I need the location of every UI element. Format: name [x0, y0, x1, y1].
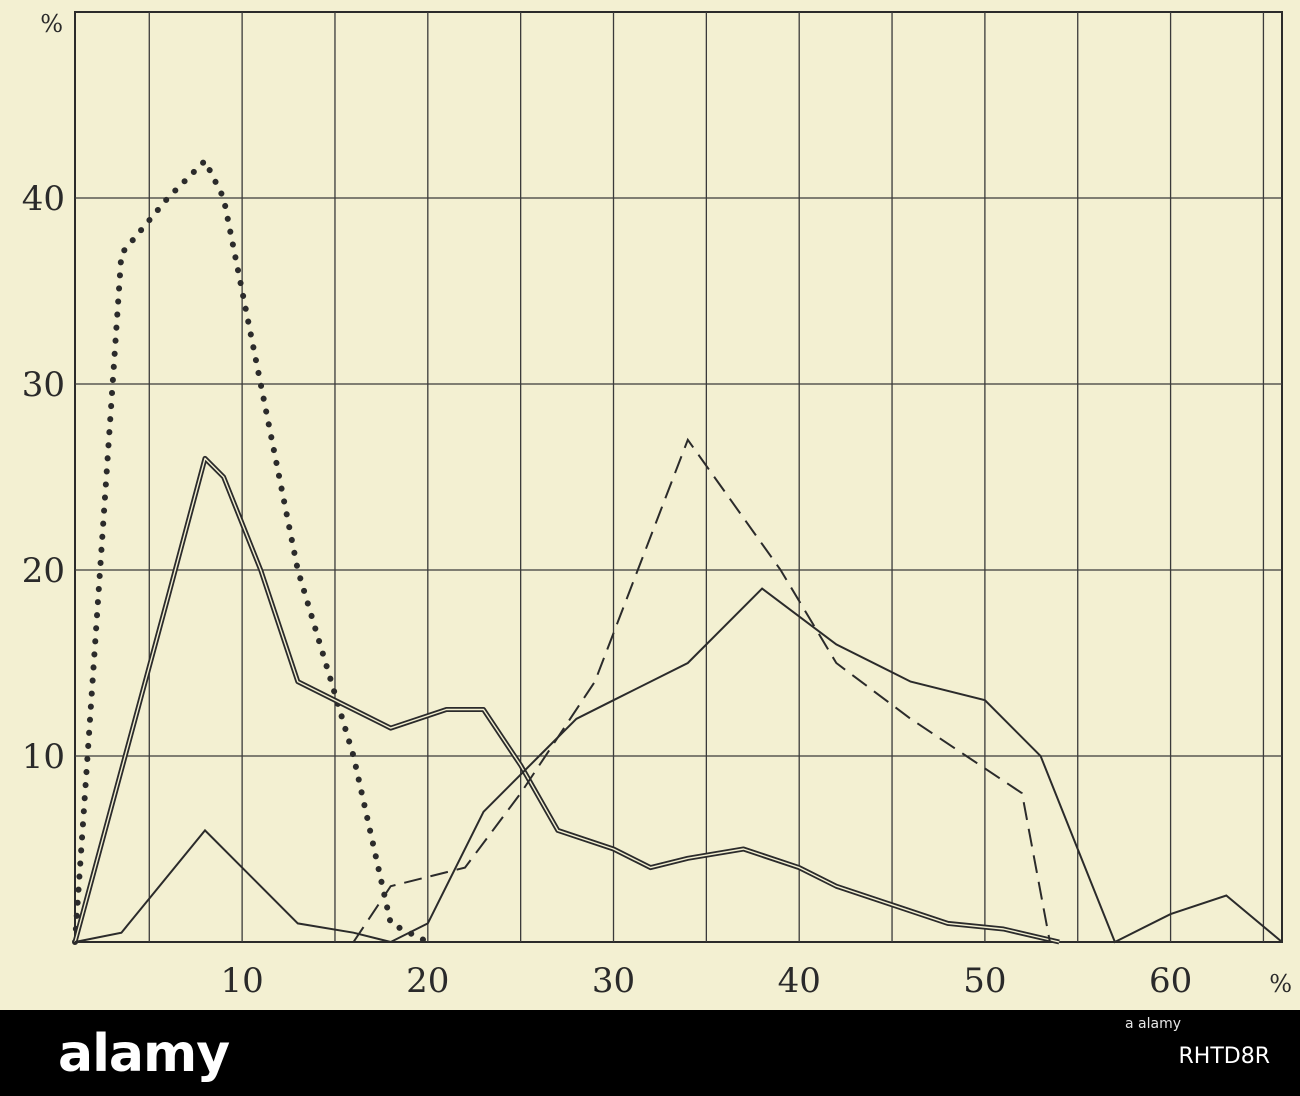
x-axis-unit: % [1269, 970, 1292, 998]
x-tick-label: 10 [220, 961, 263, 1001]
series-line-2 [72, 455, 1060, 945]
y-tick-label: 30 [22, 365, 65, 405]
x-tick-label: 40 [778, 961, 821, 1001]
series-line-3 [352, 437, 1051, 943]
y-axis-unit: % [40, 10, 63, 38]
image-code: RHTD8R [1178, 1044, 1271, 1069]
x-tick-label: 30 [592, 961, 635, 1001]
x-tick-label: 50 [963, 961, 1006, 1001]
y-tick-label: 10 [22, 737, 65, 777]
x-tick-label: 60 [1149, 961, 1192, 1001]
watermark-footer: alamy a alamy RHTD8R [0, 1010, 1300, 1096]
x-tick-label: 20 [406, 961, 449, 1001]
alamy-logo: alamy [58, 1024, 230, 1084]
line-chart: 10 20 30 40% 10 20 30 40 50 60% [22, 10, 1292, 1001]
series-line-1 [72, 155, 431, 945]
alamy-site-mark: a alamy [1125, 1016, 1181, 1032]
plot-frame [74, 11, 1283, 943]
series-line-4 [74, 587, 1283, 944]
chart-area: 10 20 30 40% 10 20 30 40 50 60% [21, 10, 1292, 1001]
series-line-2-inner [74, 457, 1060, 943]
y-tick-label: 40 [22, 179, 65, 219]
y-tick-label: 20 [22, 551, 65, 591]
